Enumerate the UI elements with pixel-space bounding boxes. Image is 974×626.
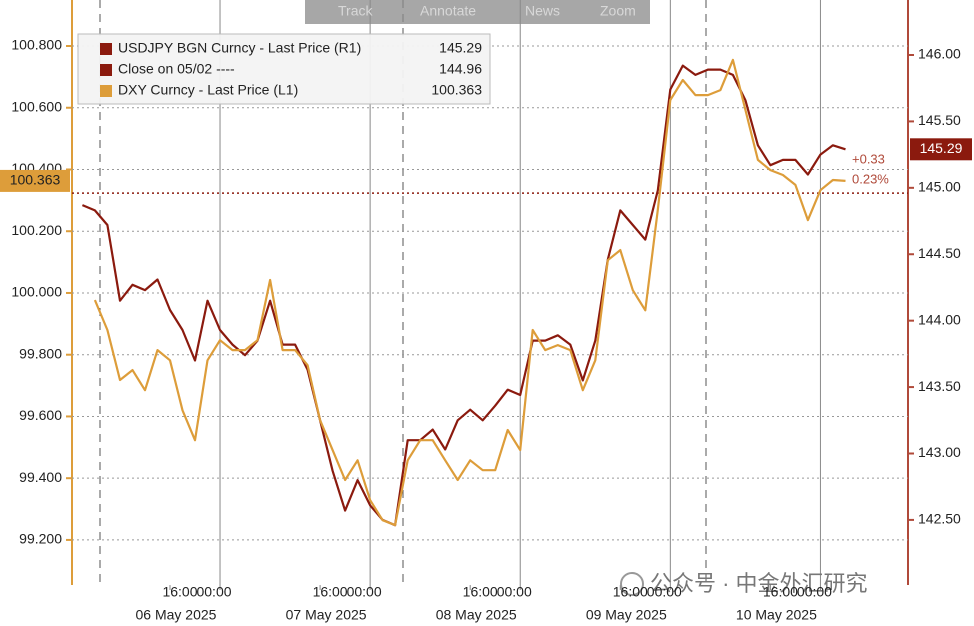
watermark: 公众号 · 中金外汇研究 — [620, 571, 868, 596]
toolbar-button[interactable]: News — [525, 3, 560, 19]
y2-tick-label: 144.50 — [918, 245, 961, 261]
legend-label: Close on 05/02 ---- — [118, 61, 235, 77]
y2-tick-label: 145.00 — [918, 179, 961, 195]
y-tick-label: 100.800 — [11, 37, 62, 53]
series-line — [81, 64, 846, 527]
y2-tick-label: 143.50 — [918, 378, 961, 394]
legend-value: 144.96 — [439, 61, 482, 77]
x-date-label: 08 May 2025 — [436, 607, 517, 623]
last-price-box — [910, 138, 972, 161]
x-date-label: 06 May 2025 — [136, 607, 217, 623]
x-date-label: 09 May 2025 — [586, 607, 667, 623]
legend-value: 100.363 — [431, 82, 482, 98]
change-label: +0.33 — [852, 151, 885, 166]
x-tick-label: 16:00 — [162, 584, 197, 600]
toolbar-button[interactable]: Zoom — [600, 3, 636, 19]
legend-swatch — [100, 64, 112, 76]
y-tick-label: 99.600 — [19, 407, 62, 423]
plot — [72, 58, 908, 527]
x-tick-label: 16:00 — [763, 584, 798, 600]
y-tick-label: 99.800 — [19, 345, 62, 361]
legend-label: DXY Curncy - Last Price (L1) — [118, 82, 298, 98]
y-tick-label: 100.200 — [11, 222, 62, 238]
x-tick-label: 16:00 — [613, 584, 648, 600]
series-line — [93, 58, 846, 527]
legend-box — [77, 33, 491, 105]
y2-tick-label: 146.00 — [918, 46, 961, 62]
legend-value: 145.29 — [439, 40, 482, 56]
y2-tick-label: 144.00 — [918, 311, 961, 327]
y2-tick-label: 143.00 — [918, 444, 961, 460]
last-price-label: 100.363 — [10, 172, 61, 188]
x-tick-label: 00:00 — [647, 584, 682, 600]
toolbar-button[interactable]: Annotate — [420, 3, 476, 19]
change-label: 0.23% — [852, 171, 889, 186]
x-date-label: 10 May 2025 — [736, 607, 817, 623]
last-price-box — [0, 169, 70, 192]
y2-tick-label: 142.50 — [918, 511, 961, 527]
y-tick-label: 99.400 — [19, 469, 62, 485]
x-date-label: 07 May 2025 — [286, 607, 367, 623]
x-tick-label: 16:00 — [313, 584, 348, 600]
watermark-text: 公众号 · 中金外汇研究 — [650, 571, 868, 596]
legend-swatch — [100, 43, 112, 55]
watermark-icon — [620, 572, 644, 596]
x-tick-label: 16:00 — [463, 584, 498, 600]
toolbar-button[interactable]: Track — [338, 3, 373, 19]
toolbar-bg — [305, 0, 650, 24]
last-price-label: 145.29 — [920, 140, 963, 156]
y2-tick-label: 145.50 — [918, 112, 961, 128]
legend-label: USDJPY BGN Curncy - Last Price (R1) — [118, 40, 361, 56]
x-tick-label: 00:00 — [497, 584, 532, 600]
y-tick-label: 100.600 — [11, 98, 62, 114]
x-tick-label: 00:00 — [196, 584, 231, 600]
y-tick-label: 100.000 — [11, 284, 62, 300]
y-tick-label: 99.200 — [19, 531, 62, 547]
x-tick-label: 00:00 — [797, 584, 832, 600]
toolbar: Track Annotate News Zoom — [305, 0, 650, 24]
legend-swatch — [100, 85, 112, 97]
x-tick-label: 00:00 — [347, 584, 382, 600]
legend: USDJPY BGN Curncy - Last Price (R1) 145.2… — [77, 33, 491, 105]
